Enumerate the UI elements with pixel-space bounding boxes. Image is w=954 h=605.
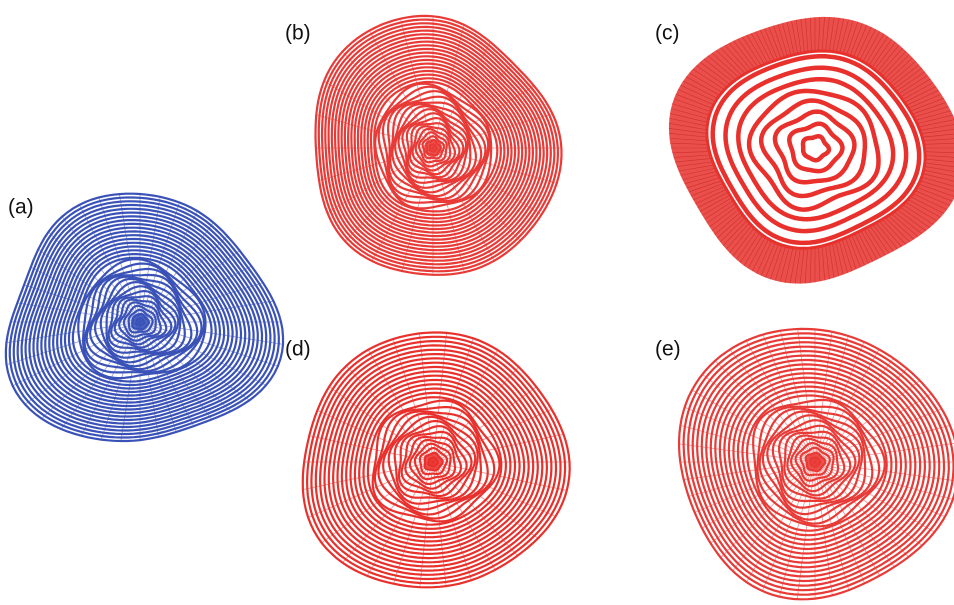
mesh-center: [424, 139, 442, 157]
figure: (a) (b) (c) (d) (e): [0, 0, 954, 605]
panel-label: (d): [285, 338, 311, 361]
mesh-center: [131, 313, 149, 331]
panel-label: (a): [8, 196, 34, 219]
mesh-center: [806, 453, 824, 471]
panel-label: (c): [655, 22, 680, 45]
panel-label: (e): [655, 338, 681, 361]
panel-label: (b): [285, 22, 311, 45]
mesh-center: [424, 453, 442, 471]
